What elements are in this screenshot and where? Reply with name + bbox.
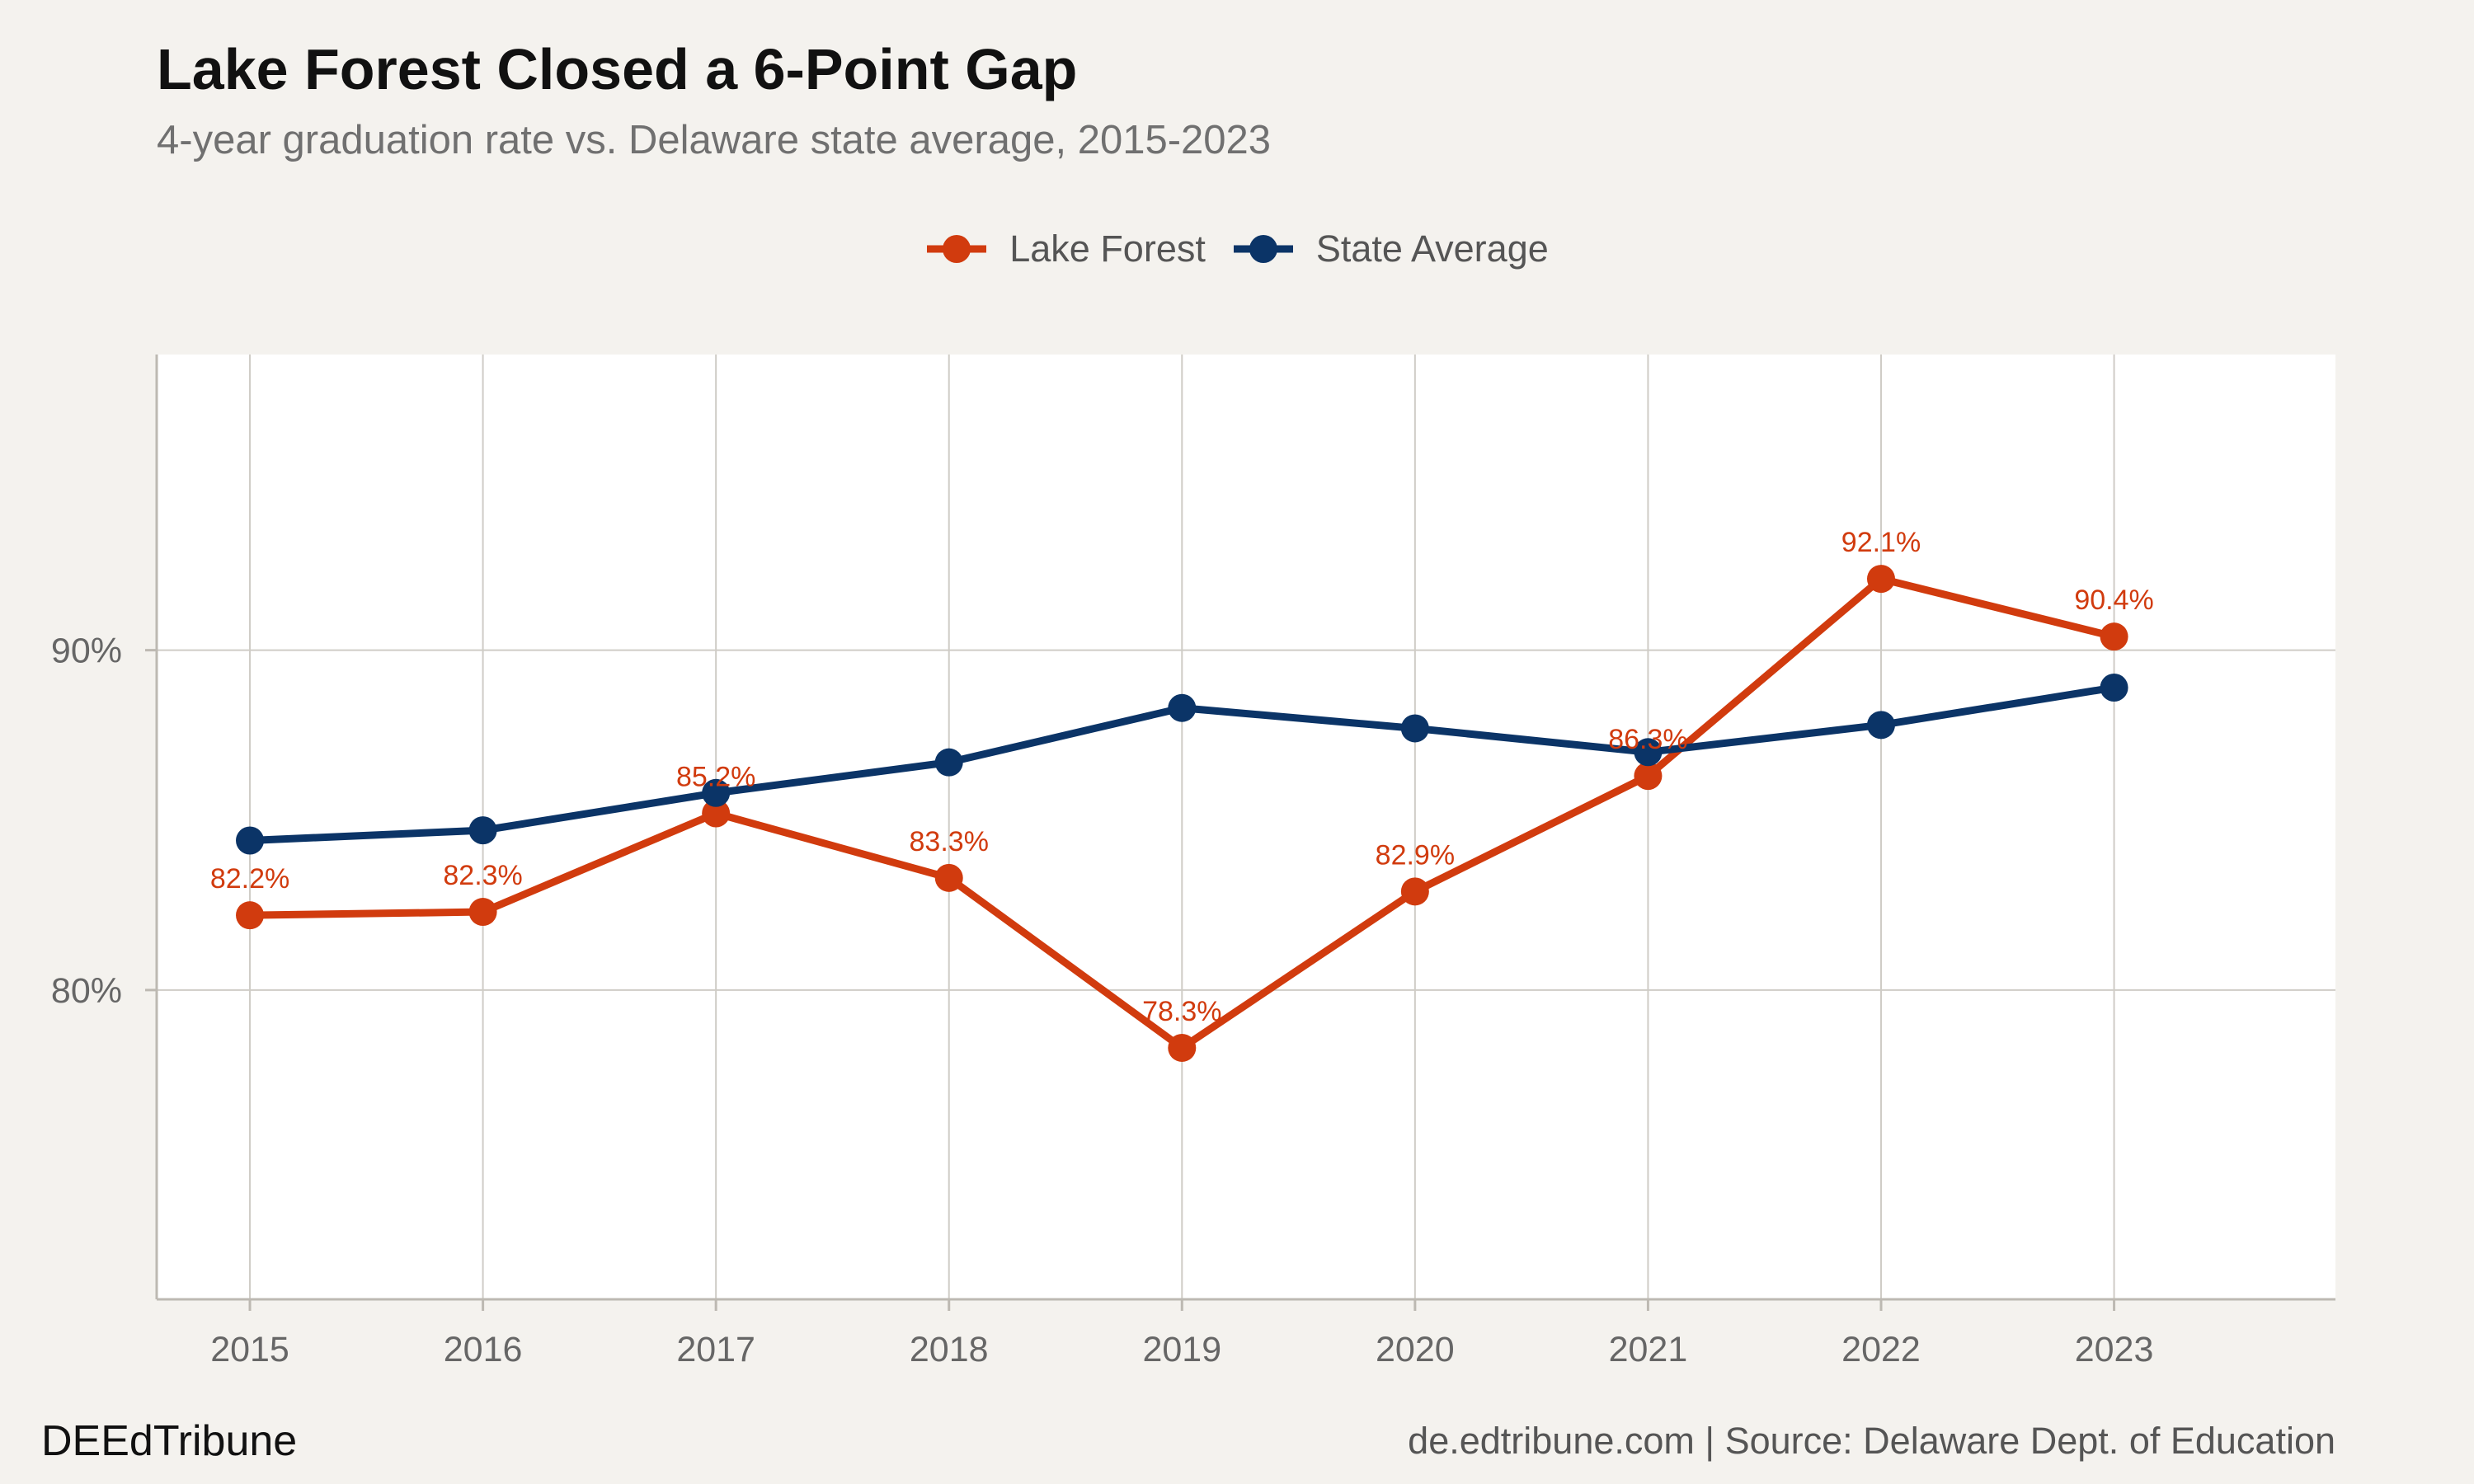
data-label-lake-forest: 78.3% bbox=[1142, 996, 1221, 1027]
data-point-state-average bbox=[702, 778, 731, 807]
data-label-lake-forest: 86.3% bbox=[1608, 724, 1687, 755]
data-label-lake-forest: 83.3% bbox=[910, 826, 989, 857]
data-label-lake-forest: 90.4% bbox=[2074, 585, 2153, 616]
legend-item-state-average: State Average bbox=[1232, 228, 1549, 270]
y-tick-label: 80% bbox=[51, 971, 122, 1011]
data-point-state-average bbox=[468, 816, 497, 845]
x-tick-label: 2015 bbox=[210, 1330, 289, 1369]
data-point-state-average bbox=[1634, 738, 1663, 767]
data-point-lake-forest bbox=[468, 898, 497, 927]
data-point-lake-forest bbox=[1634, 762, 1663, 791]
x-tick-label: 2021 bbox=[1609, 1330, 1688, 1369]
legend-item-lake-forest: Lake Forest bbox=[925, 228, 1206, 270]
x-tick-label: 2019 bbox=[1142, 1330, 1221, 1369]
chart-title: Lake Forest Closed a 6-Point Gap bbox=[157, 37, 1078, 101]
data-point-lake-forest bbox=[702, 799, 731, 828]
data-point-lake-forest bbox=[1866, 565, 1895, 594]
chart-subtitle: 4-year graduation rate vs. Delaware stat… bbox=[157, 118, 1272, 162]
legend-key-state-average bbox=[1233, 235, 1293, 263]
x-tick-label: 2020 bbox=[1376, 1330, 1455, 1369]
series-layer bbox=[236, 565, 2128, 1062]
x-tick-label: 2018 bbox=[910, 1330, 989, 1369]
data-point-lake-forest bbox=[1168, 1033, 1197, 1062]
data-label-lake-forest: 82.2% bbox=[210, 863, 289, 895]
data-point-state-average bbox=[2100, 673, 2128, 702]
legend-key-lake-forest bbox=[927, 235, 987, 263]
y-axis-ticks: 80% 90% bbox=[51, 632, 157, 1011]
data-label-lake-forest: 85.2% bbox=[676, 762, 755, 793]
brand-name: DEEdTribune bbox=[41, 1417, 298, 1465]
data-point-lake-forest bbox=[236, 901, 265, 930]
source-note: de.edtribune.com | Source: Delaware Dept… bbox=[1408, 1420, 2335, 1462]
y-tick-label: 90% bbox=[51, 632, 122, 671]
data-label-lake-forest: 82.9% bbox=[1376, 839, 1455, 871]
legend-label-state-average: State Average bbox=[1315, 228, 1549, 270]
data-point-state-average bbox=[1400, 714, 1429, 743]
data-label-layer: 82.2% 82.3% 85.2% 83.3% 78.3% 82.9% 86.3% 92.1%… bbox=[210, 527, 2154, 1027]
x-tick-label: 2023 bbox=[2075, 1330, 2154, 1369]
legend-label-lake-forest: Lake Forest bbox=[1009, 228, 1206, 270]
data-point-state-average bbox=[1168, 693, 1197, 722]
data-point-state-average bbox=[1866, 711, 1895, 740]
data-point-lake-forest bbox=[2100, 622, 2128, 651]
data-point-state-average bbox=[236, 826, 265, 855]
axis-lines bbox=[155, 355, 2335, 1301]
x-tick-label: 2017 bbox=[676, 1330, 755, 1369]
x-axis-ticks: 2015 2016 2017 2018 2019 2020 2021 2022 2023 bbox=[210, 1299, 2153, 1369]
data-point-lake-forest bbox=[934, 863, 963, 892]
x-tick-label: 2016 bbox=[444, 1330, 523, 1369]
legend: Lake Forest State Average bbox=[0, 228, 2474, 270]
data-label-lake-forest: 82.3% bbox=[443, 860, 522, 891]
x-tick-label: 2022 bbox=[1841, 1330, 1921, 1369]
data-point-state-average bbox=[934, 748, 963, 777]
data-label-lake-forest: 92.1% bbox=[1841, 527, 1921, 558]
data-point-lake-forest bbox=[1400, 877, 1429, 906]
